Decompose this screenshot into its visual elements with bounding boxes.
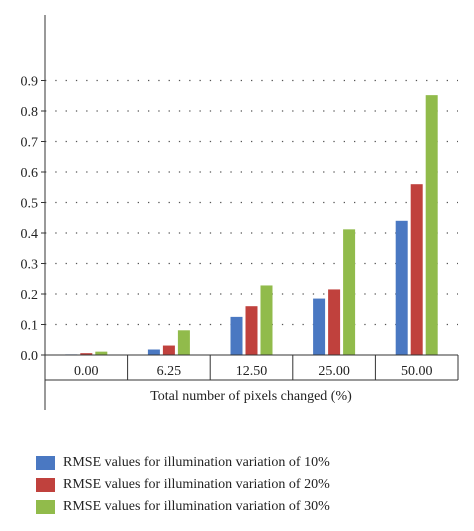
y-tick-label: 0.2 (21, 288, 39, 303)
y-tick-label: 0.6 (21, 166, 39, 181)
bar-series-3-0.00 (95, 351, 108, 355)
y-tick-label: 0.1 (21, 319, 39, 334)
legend-label-series-2: RMSE values for illumination variation o… (63, 477, 330, 492)
legend-swatch-series-2 (36, 478, 55, 492)
legend-item-series-1: RMSE values for illumination variation o… (36, 452, 330, 474)
bar-series-2-12.50 (245, 306, 258, 355)
legend-swatch-series-3 (36, 500, 55, 514)
y-tick-label: 0.0 (21, 349, 39, 364)
y-tick-label: 0.8 (21, 105, 39, 120)
legend-label-series-1: RMSE values for illumination variation o… (63, 455, 330, 470)
bar-series-1-50.00 (395, 220, 408, 355)
x-tick-label: 50.00 (401, 364, 433, 379)
x-tick-label: 12.50 (236, 364, 268, 379)
y-tick-label: 0.3 (21, 258, 39, 273)
legend-label-series-3: RMSE values for illumination variation o… (63, 499, 330, 514)
x-tick-label: 6.25 (157, 364, 182, 379)
bar-series-1-12.50 (230, 316, 243, 355)
tick-labels: 0.0 0.1 0.2 0.3 0.4 0.5 0.6 0.7 0.8 0.9 0.00 6.25 12… (21, 75, 433, 380)
y-tick-label: 0.9 (21, 75, 39, 90)
legend-item-series-2: RMSE values for illumination variation o… (36, 474, 330, 496)
legend: RMSE values for illumination variation o… (36, 452, 330, 518)
legend-swatch-series-1 (36, 456, 55, 470)
x-axis-title: Total number of pixels changed (%) (150, 389, 352, 404)
axes (44, 15, 458, 410)
bar-series-3-50.00 (425, 95, 438, 355)
bar-series-2-25.00 (328, 289, 341, 355)
bar-series-3-12.50 (260, 285, 273, 355)
y-tick-label: 0.7 (21, 136, 39, 151)
bar-series-3-6.25 (177, 330, 190, 355)
x-tick-label: 0.00 (74, 364, 99, 379)
y-tick-label: 0.5 (21, 197, 39, 212)
y-tick-label: 0.4 (21, 227, 39, 242)
legend-item-series-3: RMSE values for illumination variation o… (36, 496, 330, 518)
bar-series-2-6.25 (162, 345, 175, 355)
bar-series-1-25.00 (313, 298, 326, 355)
bar-series-3-25.00 (343, 229, 356, 355)
x-tick-label: 25.00 (318, 364, 350, 379)
bar-series-2-50.00 (410, 184, 423, 355)
bars (65, 95, 438, 355)
bar-series-2-0.00 (80, 353, 93, 355)
bar-series-1-6.25 (147, 349, 160, 355)
